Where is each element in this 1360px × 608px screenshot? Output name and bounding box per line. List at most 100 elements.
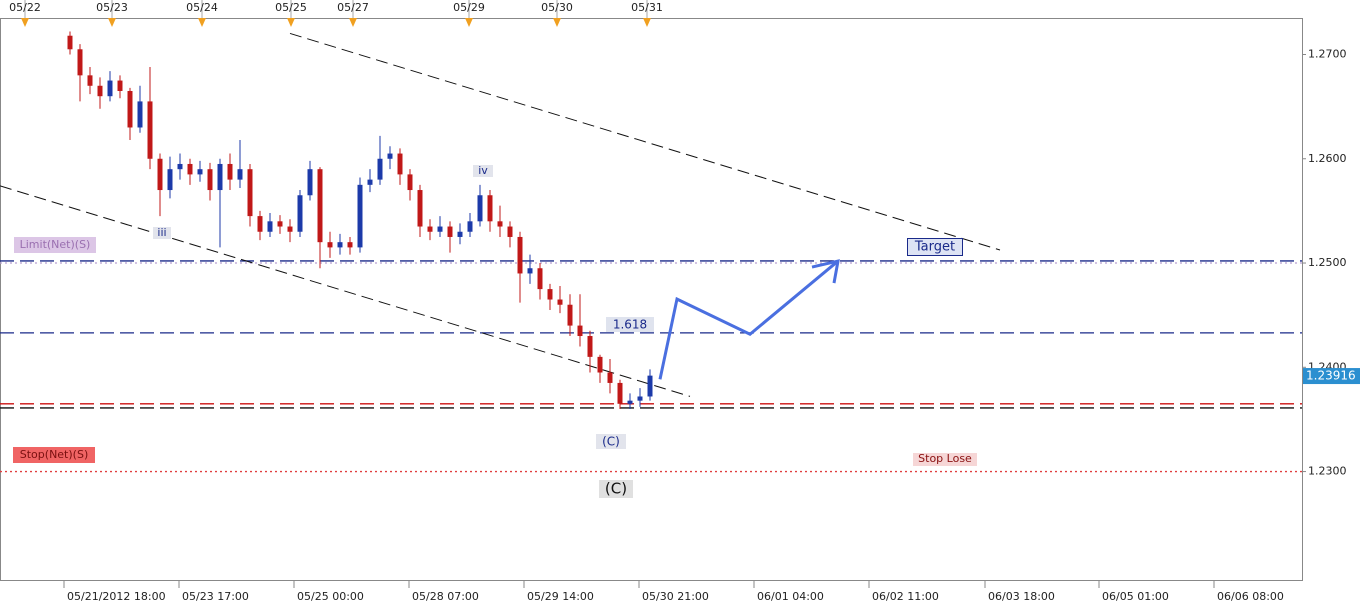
candle-body: [247, 169, 253, 217]
candle-body: [577, 325, 583, 337]
candle-body: [217, 163, 223, 191]
candle-body: [227, 163, 233, 180]
candle-body: [377, 158, 383, 180]
candle-body: [487, 195, 493, 222]
day-tick-label: 05/30: [541, 1, 573, 14]
candle-body: [177, 163, 183, 170]
fib-label: 1.618: [613, 318, 647, 332]
candle-body: [647, 375, 653, 397]
candle-body: [597, 356, 603, 373]
candle-body: [257, 216, 263, 232]
day-tick-label: 05/25: [275, 1, 307, 14]
day-marker: [287, 18, 295, 27]
day-marker: [198, 18, 206, 27]
candle-body: [447, 226, 453, 237]
candle-body: [87, 75, 93, 86]
candle-body: [387, 153, 393, 159]
projection-arrowhead: [811, 259, 840, 284]
candle-body: [287, 226, 293, 232]
candle-body: [127, 90, 133, 128]
candle-body: [337, 242, 343, 248]
target-label: Target: [914, 240, 955, 255]
y-tick-label: 1.2700: [1308, 47, 1347, 60]
candle-body: [527, 268, 533, 274]
candle-body: [67, 35, 73, 50]
x-tick-label: 05/28 07:00: [412, 590, 479, 603]
wave-label: iii: [157, 226, 166, 239]
x-tick-label: 05/23 17:00: [182, 590, 249, 603]
candle-body: [137, 101, 143, 128]
stop-lose-box: [913, 453, 977, 466]
candle-body: [97, 85, 103, 97]
candle-body: [627, 400, 633, 404]
x-tick-label: 05/21/2012 18:00: [67, 590, 166, 603]
x-tick-label: 06/06 08:00: [1217, 590, 1284, 603]
plot-frame: [0, 18, 1303, 581]
candle-body: [237, 169, 243, 180]
candle-body: [637, 396, 643, 401]
wave-label: iv: [478, 164, 488, 177]
candle-body: [407, 174, 413, 191]
day-marker: [465, 18, 473, 27]
y-tick-label: 1.2600: [1308, 152, 1347, 165]
last-price-label: 1.23916: [1306, 369, 1356, 383]
wave-label: (C): [605, 480, 627, 498]
day-marker: [349, 18, 357, 27]
candle-body: [417, 190, 423, 227]
x-tick-label: 06/03 18:00: [988, 590, 1055, 603]
candle-body: [537, 268, 543, 290]
day-tick-label: 05/31: [631, 1, 663, 14]
candle-body: [397, 153, 403, 175]
candle-body: [297, 195, 303, 232]
candle-body: [117, 80, 123, 91]
y-tick-label: 1.2500: [1308, 256, 1347, 269]
candle-body: [307, 169, 313, 196]
candle-body: [277, 221, 283, 227]
candle-body: [607, 372, 613, 383]
day-marker: [643, 18, 651, 27]
candle-body: [567, 304, 573, 326]
candle-body: [317, 169, 323, 243]
candle-body: [557, 299, 563, 305]
day-tick-label: 05/27: [337, 1, 369, 14]
target-box: [907, 238, 963, 256]
candle-body: [437, 226, 443, 232]
annotations: Limit(Net)(S) Stop(Net)(S) Target 1.618 …: [13, 164, 977, 498]
wave-box: [153, 227, 171, 239]
trend-line: [289, 32, 1001, 251]
fib-box: [606, 317, 654, 332]
x-tick-label: 05/29 14:00: [527, 590, 594, 603]
day-marker: [553, 18, 561, 27]
candle-body: [167, 169, 173, 191]
candle-body: [357, 184, 363, 248]
candle-body: [147, 101, 153, 159]
day-marker: [21, 18, 29, 27]
trend-line: [0, 185, 691, 397]
day-tick-label: 05/22: [9, 1, 41, 14]
wave-box: [599, 480, 633, 498]
wave-label: (C): [602, 435, 620, 449]
candle-body: [477, 195, 483, 222]
candle-body: [427, 226, 433, 232]
stop-label: Stop(Net)(S): [20, 448, 88, 461]
candle-body: [517, 236, 523, 274]
x-tick-label: 06/02 11:00: [872, 590, 939, 603]
candle-body: [497, 221, 503, 227]
candle-body: [107, 80, 113, 97]
limit-label: Limit(Net)(S): [20, 238, 91, 251]
wave-box: [596, 434, 626, 449]
candle-body: [187, 163, 193, 175]
x-tick-label: 05/25 00:00: [297, 590, 364, 603]
candle-body: [197, 169, 203, 175]
day-tick-label: 05/29: [453, 1, 485, 14]
candle-body: [467, 221, 473, 232]
stop-lose-label: Stop Lose: [918, 452, 972, 465]
candle-body: [347, 242, 353, 248]
candle-body: [207, 169, 213, 191]
x-tick-label: 06/01 04:00: [757, 590, 824, 603]
x-tick-label: 06/05 01:00: [1102, 590, 1169, 603]
wave-box: [473, 165, 493, 177]
y-tick-label: 1.2300: [1308, 465, 1347, 478]
